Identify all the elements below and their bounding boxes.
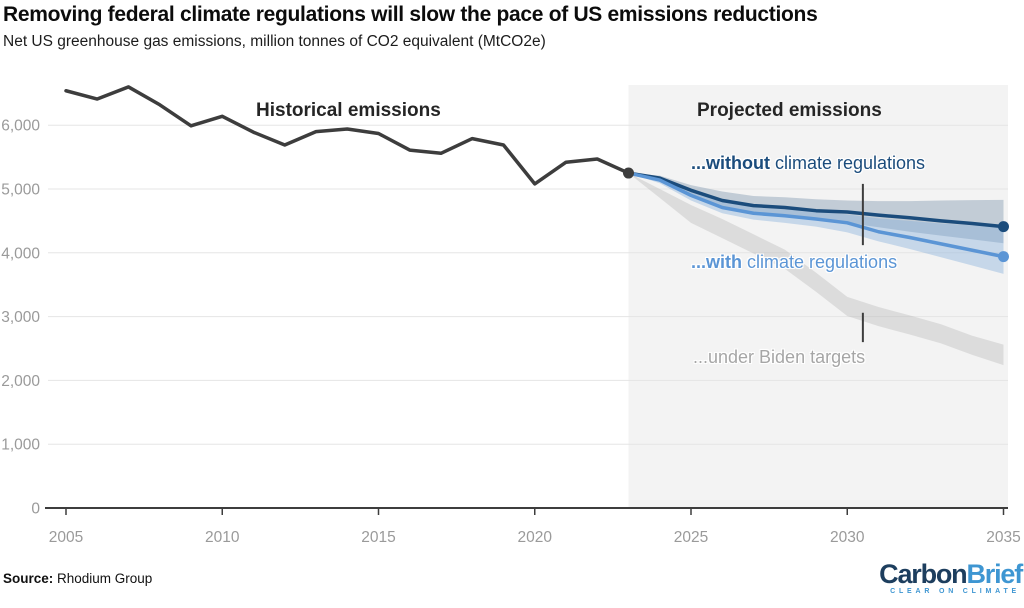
logo-brief-text: Brief xyxy=(966,559,1023,589)
projected-region-background xyxy=(628,85,1008,508)
page-title: Removing federal climate regulations wil… xyxy=(3,3,818,26)
source-label: Source: xyxy=(3,571,54,586)
y-tick-label-4000: 4,000 xyxy=(1,245,40,262)
x-tick-label-2025: 2025 xyxy=(674,529,708,546)
x-tick-label-2005: 2005 xyxy=(49,529,83,546)
biden-targets-label: ...under Biden targets xyxy=(693,347,866,367)
without-uncertainty-band xyxy=(628,173,1004,244)
projected-emissions-label: Projected emissions xyxy=(697,100,882,121)
y-tick-label-3000: 3,000 xyxy=(1,309,40,326)
with-regulations-label-bold: ...with xyxy=(691,252,742,272)
without-2035-dot xyxy=(998,221,1009,233)
logo-tagline: CLEAR ON CLIMATE xyxy=(890,587,1020,595)
with-uncertainty-band xyxy=(628,173,1004,274)
without-regulations-label-rest: climate regulations xyxy=(769,153,926,173)
x-tick-label-2010: 2010 xyxy=(205,529,240,546)
projection-start-dot xyxy=(623,167,634,179)
with-regulations-label: ...with climate regulations xyxy=(691,252,897,273)
without-line xyxy=(626,171,1006,229)
x-tick-label-2020: 2020 xyxy=(518,529,553,546)
historical-line xyxy=(64,85,631,186)
carbonbrief-logo-wordmark: CarbonBrief xyxy=(879,559,1023,590)
without-regulations-label: ...without climate regulations xyxy=(691,153,925,174)
y-tick-label-0: 0 xyxy=(31,501,40,518)
y-tick-label-6000: 6,000 xyxy=(1,118,40,135)
historical-emissions-label: Historical emissions xyxy=(256,100,441,121)
logo-carbon-text: Carbon xyxy=(879,559,968,589)
without-regulations-label-bold: ...without xyxy=(691,153,770,173)
with-regulations-label-rest: climate regulations xyxy=(742,252,898,272)
with-2035-dot xyxy=(998,251,1009,263)
source-value: Rhodium Group xyxy=(53,571,153,586)
y-tick-label-2000: 2,000 xyxy=(1,373,40,390)
x-tick-label-2030: 2030 xyxy=(830,529,865,546)
x-tick-label-2035: 2035 xyxy=(986,529,1020,546)
page-subtitle: Net US greenhouse gas emissions, million… xyxy=(3,33,546,50)
with-line xyxy=(626,171,1006,259)
biden-uncertainty-band xyxy=(628,173,1004,366)
y-tick-label-1000: 1,000 xyxy=(1,437,40,454)
carbonbrief-logo: CarbonBrief CLEAR ON CLIMATE xyxy=(879,559,1023,595)
source-note: Source: Rhodium Group xyxy=(3,571,152,586)
x-tick-label-2015: 2015 xyxy=(361,529,395,546)
y-tick-label-5000: 5,000 xyxy=(1,182,40,199)
